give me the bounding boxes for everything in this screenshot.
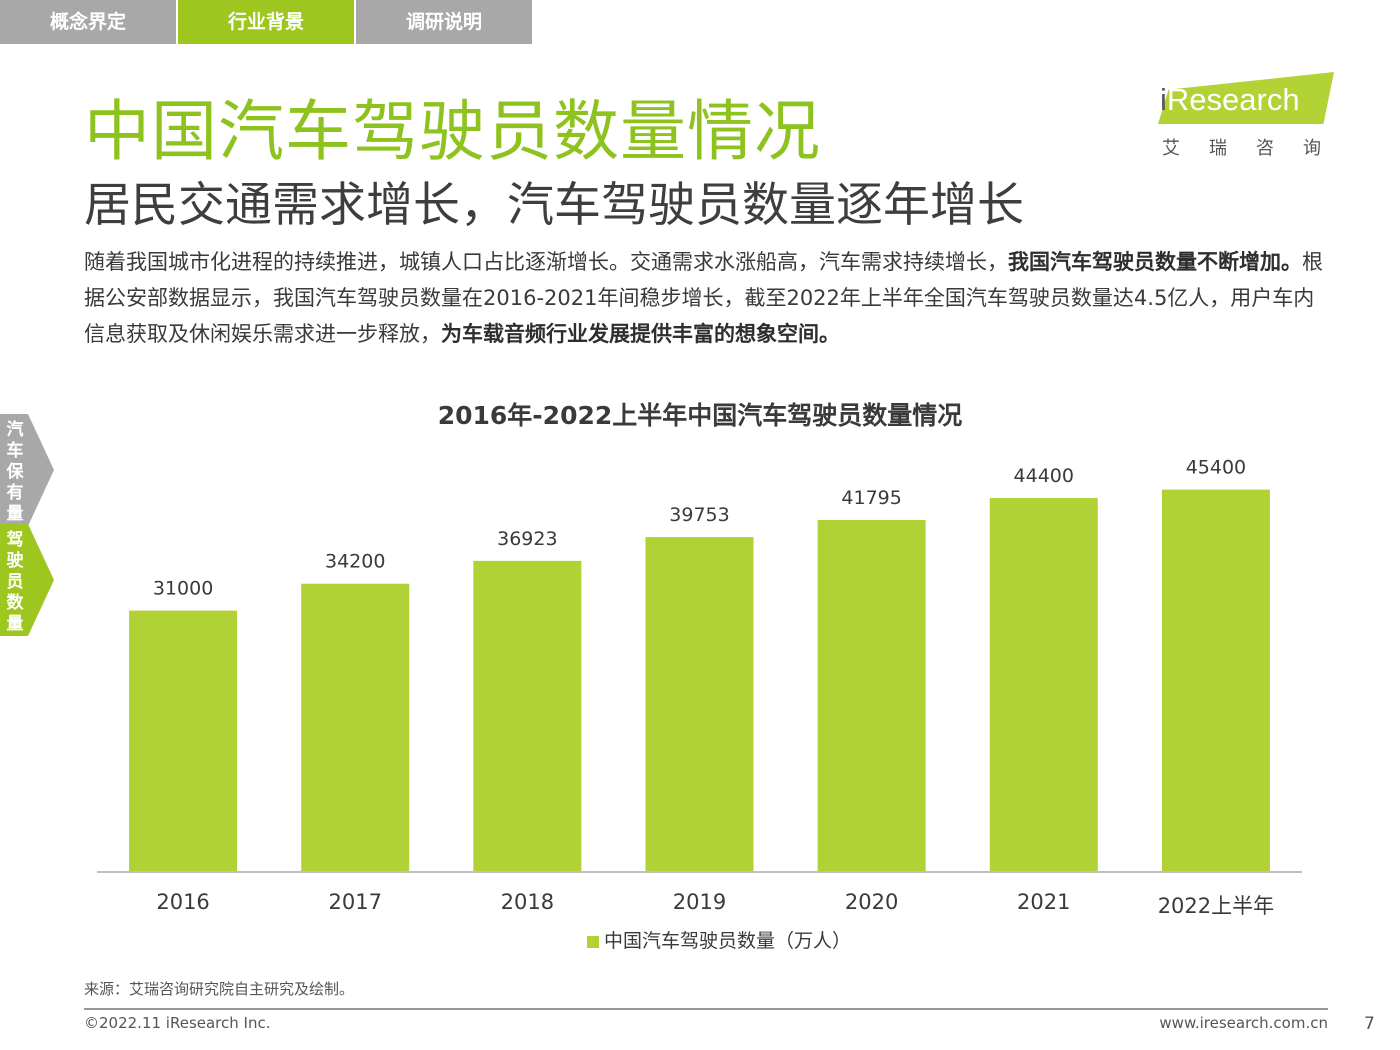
intro-text-2: 根据公安部数据显示，我国汽车驾驶员数量在2016-2021年间稳步增长，截至20… [84,250,1323,346]
x-tick-label-2022上半年: 2022上半年 [1158,894,1274,918]
data-label-2016: 31000 [153,578,213,600]
website-url[interactable]: www.iresearch.com.cn [1159,1014,1328,1032]
bar-2021 [989,498,1098,871]
data-label-2021: 44400 [1014,465,1074,487]
tab-research-notes[interactable]: 调研说明 [356,0,532,44]
data-label-2022上半年: 45400 [1186,457,1246,479]
data-label-2018: 36923 [497,528,557,550]
copyright: ©2022.11 iResearch Inc. [84,1014,271,1032]
x-tick-label-2019: 2019 [673,890,726,914]
data-label-2017: 34200 [325,551,385,573]
tab-concept-definition[interactable]: 概念界定 [0,0,176,44]
bar-2016 [129,610,238,871]
intro-text-1: 随着我国城市化进程的持续推进，城镇人口占比逐渐增长。交通需求水涨船高，汽车需求持… [84,250,1008,274]
intro-paragraph: 随着我国城市化进程的持续推进，城镇人口占比逐渐增长。交通需求水涨船高，汽车需求持… [84,244,1328,352]
bar-chart: 31000 2016 34200 2017 36923 2018 39753 2019 4179… [97,457,1302,952]
footer-divider [84,1008,1328,1010]
tab-industry-background[interactable]: 行业背景 [178,0,354,44]
logo-wordmark: iResearch [1160,82,1300,117]
x-tick-label-2018: 2018 [501,890,554,914]
x-tick-label-2017: 2017 [328,890,381,914]
source-note: 来源：艾瑞咨询研究院自主研究及绘制。 [84,980,355,998]
data-label-2019: 39753 [669,504,729,526]
page-subtitle: 居民交通需求增长，汽车驾驶员数量逐年增长 [84,178,1024,233]
chart-title: 2016年-2022上半年中国汽车驾驶员数量情况 [437,401,963,430]
page-title: 中国汽车驾驶员数量情况 [84,93,821,170]
x-tick-label-2021: 2021 [1017,890,1070,914]
bar-2019 [645,537,754,871]
iresearch-logo: iResearch 艾瑞咨询 [1150,72,1334,162]
legend-label: 中国汽车驾驶员数量（万人） [604,930,851,952]
bar-2022上半年 [1161,489,1270,871]
x-tick-label-2016: 2016 [156,890,209,914]
bar-2018 [473,560,582,871]
top-tabs: 概念界定 行业背景 调研说明 [0,0,534,44]
legend-swatch [587,936,599,948]
intro-bold-2: 为车载音频行业发展提供丰富的想象空间。 [441,322,840,346]
data-label-2020: 41795 [841,487,901,509]
page-number: 7 [1364,1014,1375,1034]
bar-2020 [817,519,926,871]
bar-2017 [301,583,410,871]
intro-bold-1: 我国汽车驾驶员数量不断增加。 [1008,250,1302,274]
logo-chinese-name: 艾瑞咨询 [1162,138,1350,159]
x-tick-label-2020: 2020 [845,890,898,914]
